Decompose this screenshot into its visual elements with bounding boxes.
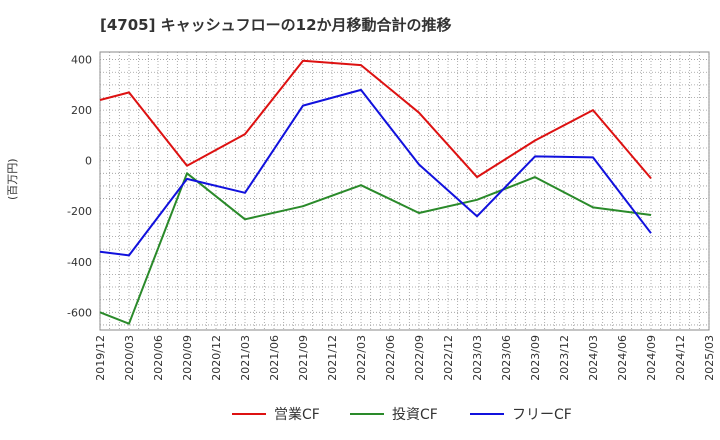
legend-label: 営業CF [274,407,320,423]
legend-label: 投資CF [392,407,438,423]
series-line [99,172,652,325]
horizontal-gridlines [100,59,709,326]
x-tick-label: 2024/09 [645,335,658,381]
x-tick-label: 2021/06 [268,335,281,381]
x-tick-label: 2020/06 [152,335,165,381]
x-tick-label: 2024/03 [587,335,600,381]
x-tick-label: 2020/03 [123,335,136,381]
x-tick-label: 2023/03 [471,335,484,381]
x-tick-label: 2020/09 [181,335,194,381]
x-tick-labels: 2019/12 2020/03 2020/06 2020/09 2020/12 2021/… [94,335,716,381]
chart-title: [4705] キャッシュフローの12か月移動合計の推移 [100,16,452,34]
x-tick-label: 2023/12 [558,335,571,381]
legend-label: フリーCF [512,407,572,423]
y-tick-label: -200 [67,205,92,218]
x-tick-label: 2022/09 [413,335,426,381]
legend: 営業CF 投資CF フリーCF [232,407,572,423]
y-tick-label: 0 [85,155,92,168]
x-tick-label: 2021/09 [297,335,310,381]
series-line [99,88,652,257]
x-tick-label: 2021/12 [326,335,339,381]
x-tick-label: 2025/03 [703,335,716,381]
series-line [99,59,652,180]
x-tick-label: 2021/03 [239,335,252,381]
x-tick-label: 2022/12 [442,335,455,381]
y-tick-label: 400 [71,54,92,67]
x-tick-label: 2022/06 [384,335,397,381]
x-tick-label: 2019/12 [94,335,107,381]
x-tick-label: 2023/06 [500,335,513,381]
y-tick-label: -400 [67,256,92,269]
x-tick-label: 2023/09 [529,335,542,381]
vertical-gridlines [99,52,710,330]
x-tick-label: 2024/06 [616,335,629,381]
series-lines [99,59,652,325]
y-tick-label: 200 [71,104,92,117]
y-tick-label: -600 [67,306,92,319]
y-tick-labels: 400 200 0 -200 -400 -600 [67,54,92,320]
x-tick-label: 2020/12 [210,335,223,381]
x-tick-label: 2024/12 [674,335,687,381]
x-tick-label: 2022/03 [355,335,368,381]
